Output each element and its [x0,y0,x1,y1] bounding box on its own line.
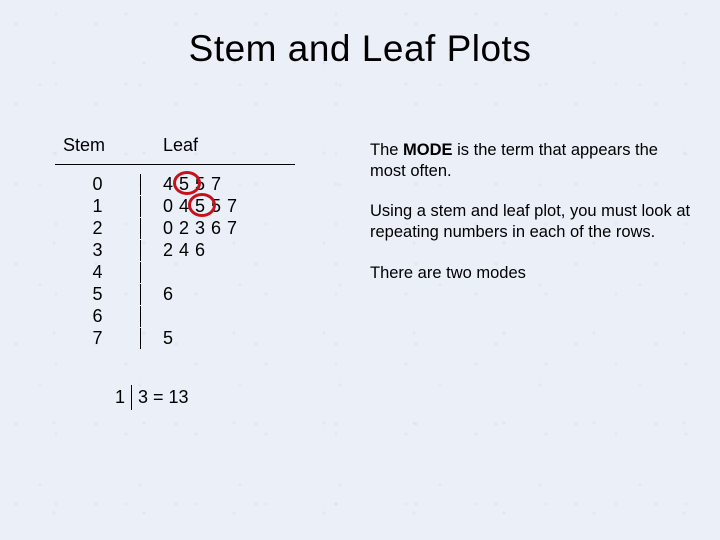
header-leaf: Leaf [145,135,275,156]
leaf-cell: 6 [141,284,179,305]
page-title: Stem and Leaf Plots [0,0,720,70]
plot-header: Stem Leaf [55,135,295,156]
table-row: 56 [55,283,295,305]
stem-cell: 3 [55,240,141,261]
mode-word: MODE [403,141,453,159]
key-leaf: 3 = 13 [132,387,189,408]
key-stem: 1 [115,385,132,410]
table-row: 3246 [55,239,295,261]
leaf-cell: 4557 [141,174,227,195]
stem-cell: 4 [55,262,141,283]
leaf-cell: 246 [141,240,211,261]
table-row: 04557 [55,173,295,195]
leaf-cell: 04557 [141,196,243,217]
stem-cell: 2 [55,218,141,239]
table-row: 104557 [55,195,295,217]
table-row: 6 [55,305,295,327]
header-rule [55,164,295,165]
stem-cell: 0 [55,174,141,195]
table-row: 4 [55,261,295,283]
stem-cell: 6 [55,306,141,327]
stem-cell: 1 [55,196,141,217]
stem-leaf-plot: Stem Leaf 045571045572023673246456675 [55,135,295,349]
stem-cell: 7 [55,328,141,349]
plot-rows: 045571045572023673246456675 [55,173,295,349]
mode-definition: The MODE is the term that appears the mo… [370,140,695,181]
leaf-cell: 02367 [141,218,243,239]
stem-cell: 5 [55,284,141,305]
instruction-text: Using a stem and leaf plot, you must loo… [370,201,695,242]
table-row: 75 [55,327,295,349]
explanation-text: The MODE is the term that appears the mo… [370,140,695,303]
table-row: 202367 [55,217,295,239]
plot-key: 1 3 = 13 [115,385,189,410]
text-pre: The [370,141,403,159]
conclusion-text: There are two modes [370,263,695,284]
leaf-cell: 5 [141,328,179,349]
header-stem: Stem [55,135,145,156]
